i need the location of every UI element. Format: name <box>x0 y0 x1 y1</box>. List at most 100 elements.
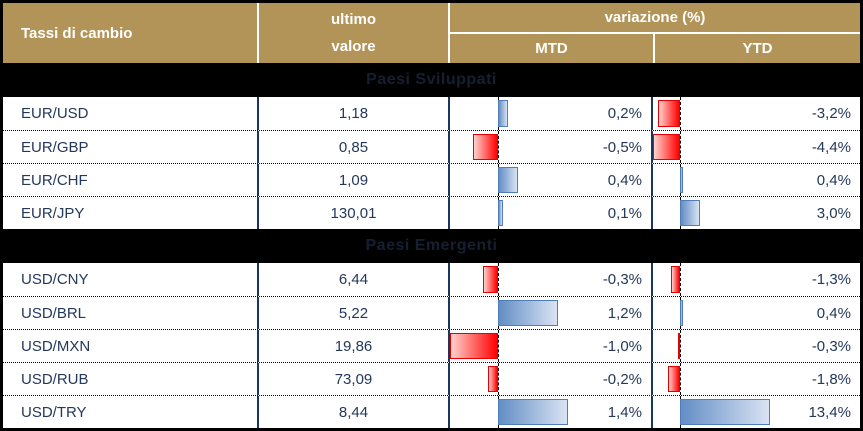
mtd-cell: 1,4% <box>448 396 651 428</box>
section-band: Paesi Emergenti <box>3 229 860 263</box>
last-value-line1: ultimo <box>331 11 376 28</box>
percent-label: -4,4% <box>811 138 851 156</box>
last-value-cell: 1,09 <box>257 164 448 196</box>
currency-pair-label: USD/TRY <box>21 403 87 421</box>
currency-pair-label: EUR/JPY <box>21 204 85 222</box>
table-row: USD/BRL 5,22 1,2% 0,4% <box>3 296 860 329</box>
column-header-mtd: MTD <box>535 40 568 57</box>
percent-label: 0,4% <box>816 304 851 322</box>
positive-data-bar <box>498 300 559 326</box>
column-header-ytd: YTD <box>653 34 860 63</box>
currency-pair-label: EUR/GBP <box>21 138 89 156</box>
percent-label: -1,3% <box>811 271 851 288</box>
ytd-cell: 3,0% <box>651 197 860 229</box>
table-row: USD/RUB 73,09 -0,2% -1,8% <box>3 362 860 395</box>
positive-data-bar <box>498 399 569 425</box>
ytd-cell: 0,4% <box>651 297 860 329</box>
positive-data-bar <box>679 300 683 326</box>
positive-data-bar <box>679 200 701 226</box>
ytd-cell: -0,3% <box>651 330 860 362</box>
last-value-line2: valore <box>331 38 376 55</box>
negative-data-bar <box>653 134 680 160</box>
bar-axis-line <box>679 97 681 130</box>
percent-label: 1,4% <box>607 403 642 421</box>
table-row: EUR/CHF 1,09 0,4% 0,4% <box>3 163 860 196</box>
ytd-cell: 0,4% <box>651 164 860 196</box>
percent-label: -0,3% <box>811 337 851 355</box>
table-title: Tassi di cambio <box>21 24 133 42</box>
percent-label: 0,4% <box>816 171 851 189</box>
mtd-cell: 1,2% <box>448 297 651 329</box>
bar-axis-line <box>498 131 500 163</box>
table-row: EUR/GBP 0,85 -0,5% -4,4% <box>3 130 860 163</box>
percent-label: -0,5% <box>602 138 642 156</box>
currency-pair-label: EUR/CHF <box>21 171 88 189</box>
last-value-cell: 19,86 <box>257 330 448 362</box>
negative-data-bar <box>658 100 680 127</box>
variation-label: variazione (%) <box>450 3 860 34</box>
percent-label: 0,2% <box>607 105 642 122</box>
table-row: EUR/USD 1,18 0,2% -3,2% <box>3 97 860 130</box>
last-value-cell: 1,18 <box>257 97 448 130</box>
positive-data-bar <box>679 399 770 425</box>
currency-pair-label: USD/MXN <box>21 337 91 355</box>
column-header-variation: variazione (%) MTD YTD <box>448 3 860 63</box>
variation-subheaders: MTD YTD <box>450 34 860 63</box>
table-row: USD/MXN 19,86 -1,0% -0,3% <box>3 329 860 362</box>
positive-data-bar <box>498 200 504 226</box>
bar-axis-line <box>679 330 681 362</box>
currency-pair-label: USD/RUB <box>21 370 89 388</box>
percent-label: -3,2% <box>811 105 851 122</box>
last-value-cell: 130,01 <box>257 197 448 229</box>
positive-data-bar <box>498 100 509 127</box>
last-value-cell: 0,85 <box>257 131 448 163</box>
percent-label: 3,0% <box>816 204 851 222</box>
negative-data-bar <box>473 134 499 160</box>
percent-label: 13,4% <box>808 403 851 421</box>
bar-axis-line <box>679 363 681 395</box>
ytd-cell: -1,8% <box>651 363 860 395</box>
percent-label: -0,2% <box>602 370 642 388</box>
bar-axis-line <box>679 263 681 296</box>
percent-label: -1,8% <box>811 370 851 388</box>
bar-axis-line <box>679 131 681 163</box>
mtd-cell: -0,3% <box>448 263 651 296</box>
last-value-cell: 6,44 <box>257 263 448 296</box>
table-body: Paesi Sviluppati EUR/USD 1,18 0,2% -3,2% EUR/… <box>3 63 860 428</box>
negative-data-bar <box>488 366 499 392</box>
percent-label: -1,0% <box>602 337 642 355</box>
table-row: EUR/JPY 130,01 0,1% 3,0% <box>3 196 860 229</box>
mtd-cell: -0,2% <box>448 363 651 395</box>
column-header-last-value: ultimo valore <box>257 3 448 63</box>
mtd-cell: 0,2% <box>448 97 651 130</box>
last-value-cell: 8,44 <box>257 396 448 428</box>
bar-axis-line <box>498 363 500 395</box>
table-header: Tassi di cambio ultimo valore variazione… <box>3 3 860 63</box>
currency-pair-label: USD/BRL <box>21 304 87 322</box>
ytd-cell: 13,4% <box>651 396 860 428</box>
currency-pair-label: USD/CNY <box>21 271 89 288</box>
mtd-cell: -1,0% <box>448 330 651 362</box>
negative-data-bar <box>671 266 680 293</box>
negative-data-bar <box>667 366 680 392</box>
ytd-cell: -1,3% <box>651 263 860 296</box>
mtd-cell: 0,1% <box>448 197 651 229</box>
percent-label: 0,1% <box>607 204 642 222</box>
negative-data-bar <box>450 333 499 359</box>
mtd-cell: -0,5% <box>448 131 651 163</box>
mtd-cell: 0,4% <box>448 164 651 196</box>
table-row: USD/CNY 6,44 -0,3% -1,3% <box>3 263 860 296</box>
last-value-cell: 5,22 <box>257 297 448 329</box>
percent-label: 1,2% <box>607 304 642 322</box>
percent-label: 0,4% <box>607 171 642 189</box>
ytd-cell: -3,2% <box>651 97 860 130</box>
table-row: USD/TRY 8,44 1,4% 13,4% <box>3 395 860 428</box>
percent-label: -0,3% <box>602 271 642 288</box>
last-value-cell: 73,09 <box>257 363 448 395</box>
bar-axis-line <box>498 330 500 362</box>
negative-data-bar <box>677 333 680 359</box>
negative-data-bar <box>483 266 499 293</box>
positive-data-bar <box>679 167 683 193</box>
ytd-cell: -4,4% <box>651 131 860 163</box>
